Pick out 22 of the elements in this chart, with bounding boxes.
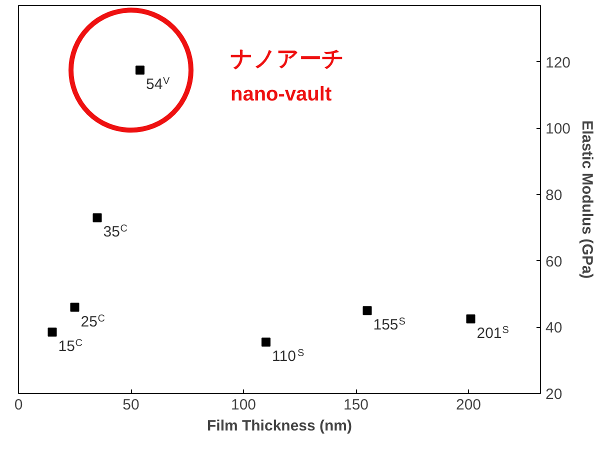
x-tick-label: 50	[122, 396, 140, 414]
y-axis-title: Elastic Modulus (GPa)	[578, 120, 596, 279]
x-tick-label: 100	[230, 396, 256, 414]
x-axis-title: Film Thickness (nm)	[206, 418, 352, 434]
y-tick-label: 20	[546, 386, 562, 403]
point	[262, 338, 270, 347]
y-tick-label: 80	[546, 187, 562, 204]
y-tick-label: 100	[546, 120, 571, 138]
point	[136, 66, 144, 75]
point	[362, 306, 372, 316]
x-tick-label: 200	[456, 396, 482, 414]
y-tick-label: 40	[546, 320, 562, 337]
x-tick-label: 0	[14, 396, 23, 414]
x-tick-label: 150	[343, 396, 369, 414]
point	[466, 314, 476, 324]
point	[70, 302, 80, 312]
annotation: ナノアーチ	[230, 46, 344, 71]
point	[48, 328, 57, 337]
point	[92, 213, 102, 222]
y-tick-label: 120	[546, 54, 571, 72]
annotation: nano-vault	[230, 84, 332, 106]
y-tick-label: 60	[546, 253, 562, 270]
